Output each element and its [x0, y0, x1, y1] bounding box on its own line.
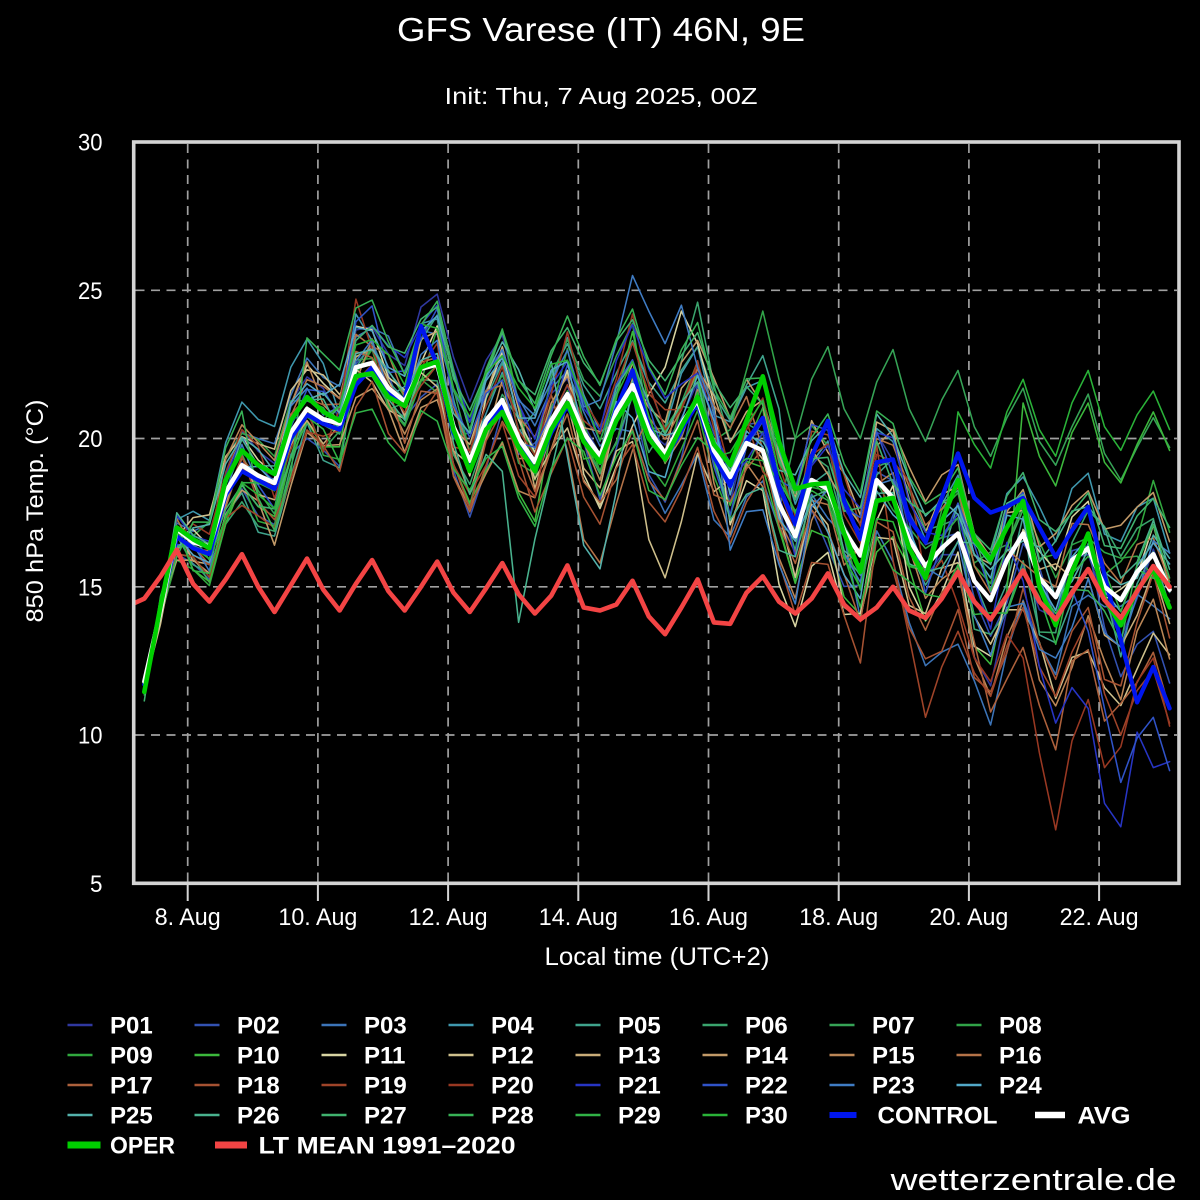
svg-text:P21: P21: [618, 1073, 661, 1100]
svg-text:25: 25: [78, 278, 103, 305]
svg-text:10: 10: [78, 723, 103, 750]
svg-text:P25: P25: [110, 1103, 153, 1130]
svg-text:P10: P10: [237, 1043, 280, 1070]
svg-text:850 hPa Temp. (°C): 850 hPa Temp. (°C): [22, 400, 49, 623]
svg-text:P06: P06: [745, 1013, 788, 1040]
svg-text:P22: P22: [745, 1073, 788, 1100]
svg-text:5: 5: [90, 871, 103, 898]
svg-text:20. Aug: 20. Aug: [929, 904, 1008, 931]
svg-text:P26: P26: [237, 1103, 280, 1130]
svg-text:P23: P23: [872, 1073, 915, 1100]
svg-text:P24: P24: [999, 1073, 1042, 1100]
svg-text:P05: P05: [618, 1013, 661, 1040]
svg-text:16. Aug: 16. Aug: [669, 904, 748, 931]
svg-text:P16: P16: [999, 1043, 1042, 1070]
svg-text:P12: P12: [491, 1043, 534, 1070]
svg-text:30: 30: [78, 130, 103, 157]
svg-text:OPER: OPER: [110, 1133, 175, 1160]
svg-text:Init: Thu, 7 Aug 2025, 00Z: Init: Thu, 7 Aug 2025, 00Z: [445, 83, 758, 109]
svg-text:AVG: AVG: [1078, 1103, 1131, 1130]
svg-text:P27: P27: [364, 1103, 407, 1130]
svg-text:P29: P29: [618, 1103, 661, 1130]
svg-text:P19: P19: [364, 1073, 407, 1100]
svg-text:CONTROL: CONTROL: [878, 1103, 998, 1130]
svg-text:P07: P07: [872, 1013, 915, 1040]
svg-text:P18: P18: [237, 1073, 280, 1100]
svg-text:P04: P04: [491, 1013, 534, 1040]
svg-text:P11: P11: [364, 1043, 405, 1070]
svg-text:10. Aug: 10. Aug: [278, 904, 357, 931]
svg-text:15: 15: [78, 574, 103, 601]
svg-text:P14: P14: [745, 1043, 788, 1070]
svg-text:P03: P03: [364, 1013, 407, 1040]
svg-text:P15: P15: [872, 1043, 915, 1070]
svg-text:P08: P08: [999, 1013, 1042, 1040]
svg-text:22. Aug: 22. Aug: [1060, 904, 1139, 931]
svg-text:P28: P28: [491, 1103, 534, 1130]
svg-text:P13: P13: [618, 1043, 661, 1070]
svg-text:Local time (UTC+2): Local time (UTC+2): [545, 943, 770, 971]
svg-text:18. Aug: 18. Aug: [799, 904, 878, 931]
svg-text:wetterzentrale.de: wetterzentrale.de: [889, 1162, 1176, 1197]
svg-text:P20: P20: [491, 1073, 534, 1100]
svg-text:P01: P01: [110, 1013, 153, 1040]
svg-text:P17: P17: [110, 1073, 153, 1100]
svg-text:P02: P02: [237, 1013, 280, 1040]
svg-text:12. Aug: 12. Aug: [409, 904, 488, 931]
svg-text:P30: P30: [745, 1103, 788, 1130]
svg-text:14. Aug: 14. Aug: [539, 904, 618, 931]
svg-text:20: 20: [78, 426, 103, 453]
svg-text:GFS Varese (IT) 46N, 9E: GFS Varese (IT) 46N, 9E: [397, 12, 805, 49]
svg-text:8. Aug: 8. Aug: [155, 904, 221, 931]
svg-text:P09: P09: [110, 1043, 153, 1070]
svg-text:LT MEAN 1991–2020: LT MEAN 1991–2020: [259, 1133, 516, 1160]
